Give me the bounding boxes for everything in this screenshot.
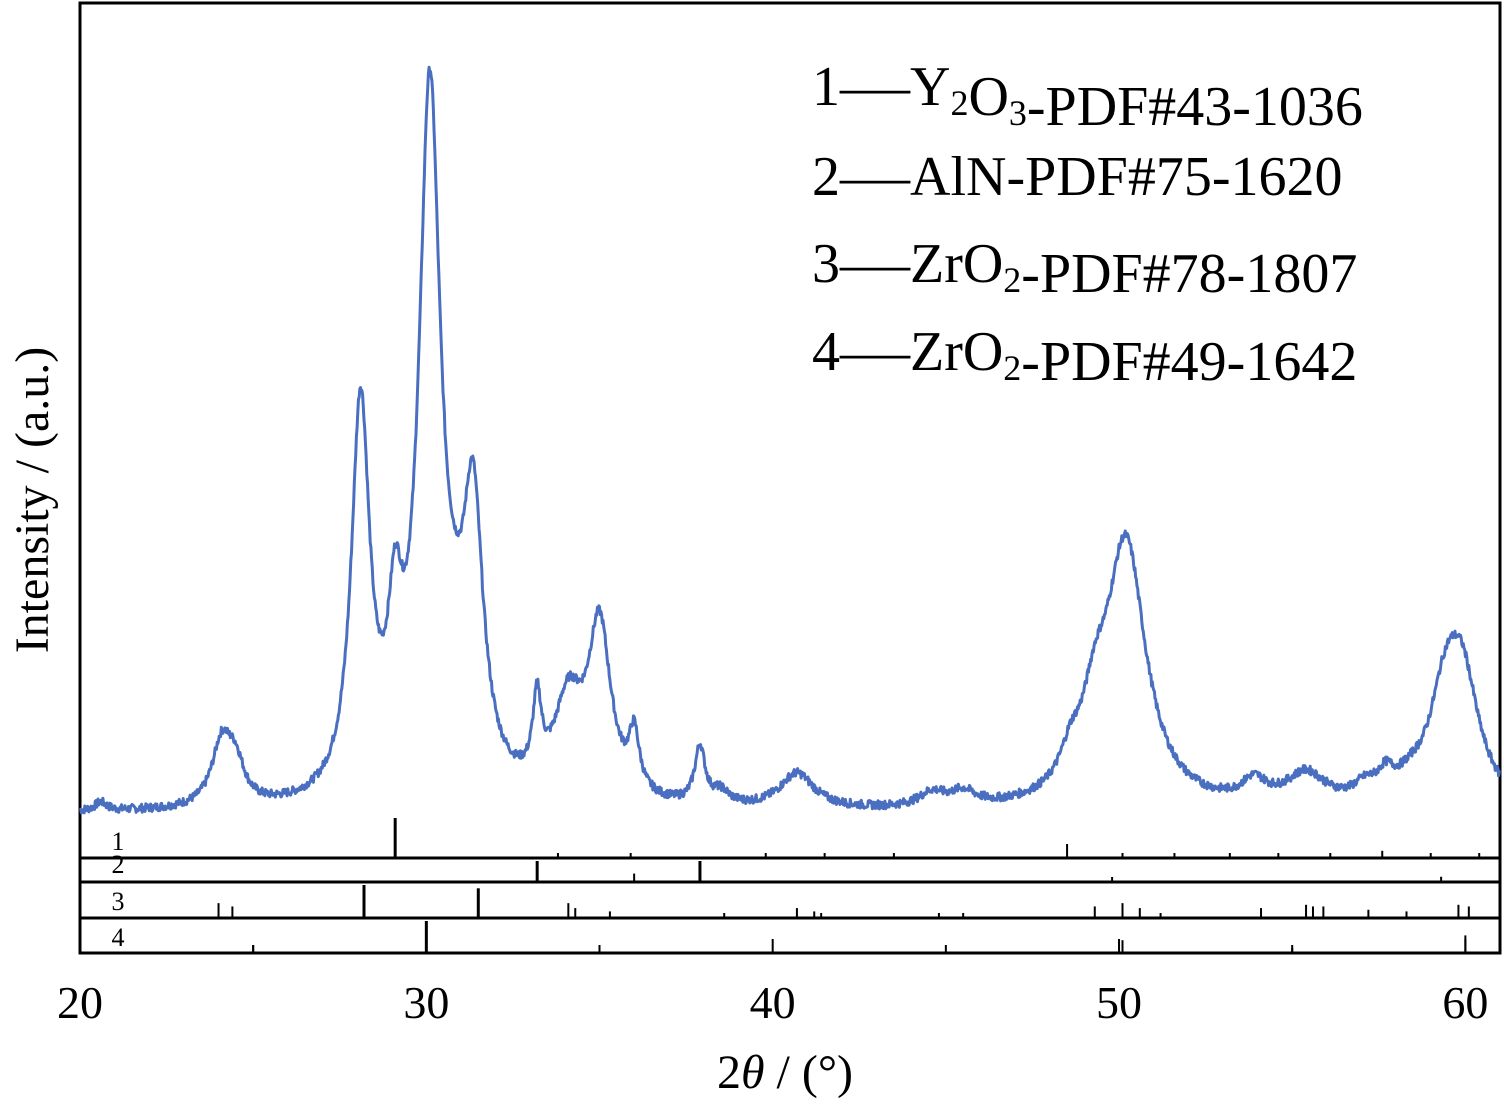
x-tick-label: 60 [1442,977,1488,1028]
x-axis-ticks [79,939,1467,953]
x-tick-label: 20 [57,977,103,1028]
legend-entry: 3—ZrO2-PDF#78-1807 [812,233,1357,305]
legend-entry: 1—Y2O3-PDF#43-1036 [812,56,1363,138]
x-tick-label: 50 [1096,977,1142,1028]
xrd-pattern-line [79,65,1501,815]
legend: 1—Y2O3-PDF#43-1036 2—AlN-PDF#75-1620 3—ZrO… [812,56,1363,393]
reference-lines [217,818,1481,953]
reference-strips: 12 3 4 [80,827,1500,952]
legend-entry: 2—AlN-PDF#75-1620 [812,146,1342,208]
reference-label: 4 [112,923,125,952]
x-axis-tick-labels: 20 30 40 50 60 [57,977,1488,1028]
x-tick-label: 30 [403,977,449,1028]
y-axis-title: Intensity / (a.u.) [6,347,59,654]
x-axis-title: 2θ / (°) [717,1046,853,1099]
reference-label: 2 [112,850,125,879]
legend-entry: 4—ZrO2-PDF#49-1642 [812,321,1357,393]
plot-frame [78,1,1502,955]
plot-border [78,1,1502,955]
x-tick-label: 40 [750,977,796,1028]
reference-label: 1 [112,827,125,856]
reference-label: 3 [112,887,125,916]
